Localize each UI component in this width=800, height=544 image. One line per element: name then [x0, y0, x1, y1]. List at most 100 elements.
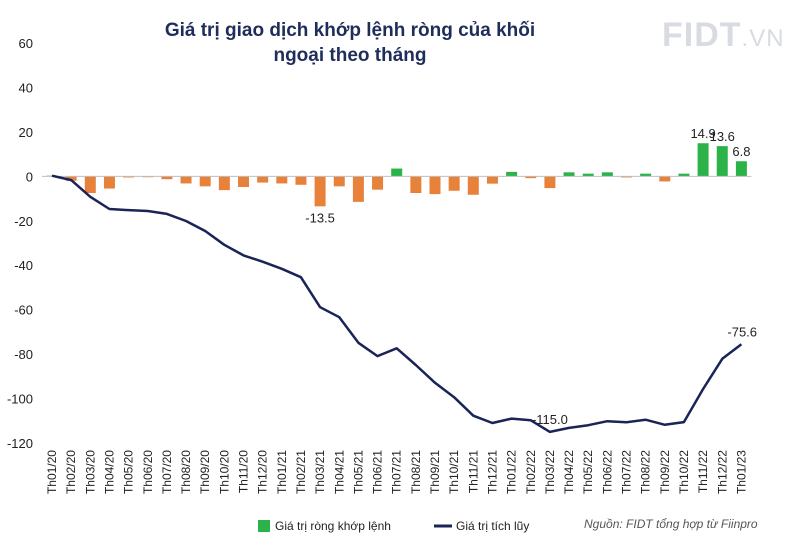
x-tick-label: Th11/21 — [466, 450, 480, 493]
x-tick-label: Th12/20 — [256, 450, 270, 494]
bar — [257, 176, 269, 183]
bar — [84, 176, 96, 193]
legend-line-label: Giá trị tích lũy — [456, 519, 529, 533]
x-tick-label: Th06/21 — [371, 450, 385, 494]
legend-bar-label: Giá trị ròng khớp lệnh — [275, 519, 391, 533]
bar — [506, 171, 518, 177]
bar — [467, 176, 479, 195]
data-label: 6.8 — [732, 144, 750, 159]
bar — [735, 161, 747, 177]
bar — [333, 176, 345, 187]
bar — [448, 176, 460, 191]
x-tick-label: Th12/22 — [715, 450, 729, 494]
x-tick-label: Th04/20 — [102, 450, 116, 494]
x-tick-label: Th08/21 — [409, 450, 423, 494]
bar — [697, 143, 709, 177]
fidt-logo: FIDT.VN — [662, 16, 785, 55]
bar — [544, 176, 556, 189]
x-tick-label: Th02/21 — [294, 450, 308, 494]
bar — [659, 176, 671, 182]
bar — [640, 173, 652, 177]
data-label: -115.0 — [532, 412, 568, 427]
bar — [65, 176, 77, 181]
x-tick-label: Th07/21 — [390, 450, 404, 494]
x-tick-label: Th06/22 — [600, 450, 614, 494]
data-label: 14.9 — [690, 126, 715, 141]
line-series — [51, 174, 743, 434]
bar — [161, 176, 173, 180]
bar — [180, 176, 192, 184]
data-label: -75.6 — [727, 324, 757, 339]
y-axis: 60 40 20 0 -20 -40 -60 -80 -100 -120 — [7, 36, 33, 451]
bar — [295, 176, 307, 185]
bar — [199, 176, 211, 187]
x-tick-label: Th11/20 — [237, 450, 251, 493]
x-tick-label: Th08/20 — [179, 450, 193, 494]
x-tick-label: Th05/21 — [351, 450, 365, 494]
bar — [525, 176, 537, 179]
x-tick-label: Th02/22 — [524, 450, 538, 494]
bar — [314, 176, 326, 207]
bar — [103, 176, 115, 189]
x-tick-label: Th07/22 — [620, 450, 634, 494]
x-tick-label: Th01/21 — [275, 450, 289, 494]
x-tick-label: Th04/21 — [332, 450, 346, 494]
bar — [238, 176, 249, 187]
x-tick-label: Th03/22 — [543, 450, 557, 494]
x-tick-label: Th03/20 — [83, 450, 97, 494]
y-tick-label: 0 — [26, 169, 33, 184]
x-tick-label: Th10/22 — [677, 450, 691, 494]
y-tick-label: -20 — [14, 214, 33, 229]
x-tick-label: Th03/21 — [313, 450, 327, 494]
bar — [486, 176, 498, 184]
x-tick-label: Th01/20 — [45, 450, 59, 494]
x-tick-label: Th10/21 — [447, 450, 461, 494]
bar — [352, 176, 364, 202]
x-tick-label: Th09/20 — [198, 450, 212, 494]
chart-title: Giá trị giao dịch khớp lệnh ròng của khố… — [164, 20, 536, 66]
x-tick-label: Th04/22 — [562, 450, 576, 494]
x-tick-label: Th07/20 — [160, 450, 174, 494]
bar-series — [46, 143, 747, 207]
bar — [563, 172, 575, 177]
bar — [429, 176, 441, 195]
y-tick-label: -80 — [14, 347, 33, 362]
x-axis: Th01/20 Th02/20 Th03/20 Th04/20 Th05/20 Th06/… — [45, 450, 748, 494]
x-tick-label: Th02/20 — [64, 450, 78, 494]
y-tick-label: -120 — [7, 436, 33, 451]
bar — [372, 176, 384, 190]
x-tick-label: Th08/22 — [639, 450, 653, 494]
x-tick-label: Th05/20 — [122, 450, 136, 494]
x-tick-label: Th06/20 — [141, 450, 155, 494]
x-tick-label: Th11/22 — [696, 450, 710, 493]
bar — [218, 176, 230, 191]
y-tick-label: -40 — [14, 258, 33, 273]
data-label: 13.6 — [710, 129, 735, 144]
bar — [621, 176, 632, 178]
logo-main: FIDT — [662, 16, 742, 54]
bar — [123, 176, 135, 178]
y-tick-label: -60 — [14, 303, 33, 318]
x-tick-label: Th09/22 — [658, 450, 672, 494]
x-tick-label: Th10/20 — [217, 450, 231, 494]
x-tick-label: Th01/22 — [505, 450, 519, 494]
bar — [276, 176, 288, 184]
data-labels: -13.5 14.913.66.8 -115.0 -75.6 — [305, 126, 757, 427]
legend-bar-swatch — [258, 520, 270, 532]
x-tick-label: Th05/22 — [581, 450, 595, 494]
x-tick-label: Th09/21 — [428, 450, 442, 494]
y-tick-label: 20 — [19, 125, 33, 140]
bar — [582, 173, 594, 177]
y-tick-label: 60 — [19, 36, 33, 51]
bar — [678, 173, 690, 177]
legend: Giá trị ròng khớp lệnh Giá trị tích lũy — [258, 519, 529, 533]
y-tick-label: 40 — [19, 80, 33, 95]
bar — [716, 146, 728, 177]
bar — [391, 168, 403, 177]
y-tick-label: -100 — [7, 392, 33, 407]
bar — [410, 176, 422, 193]
bar — [601, 172, 613, 177]
source-note: Nguồn: FIDT tổng hợp từ Fiinpro — [584, 517, 758, 531]
x-tick-label: Th01/23 — [734, 450, 748, 494]
